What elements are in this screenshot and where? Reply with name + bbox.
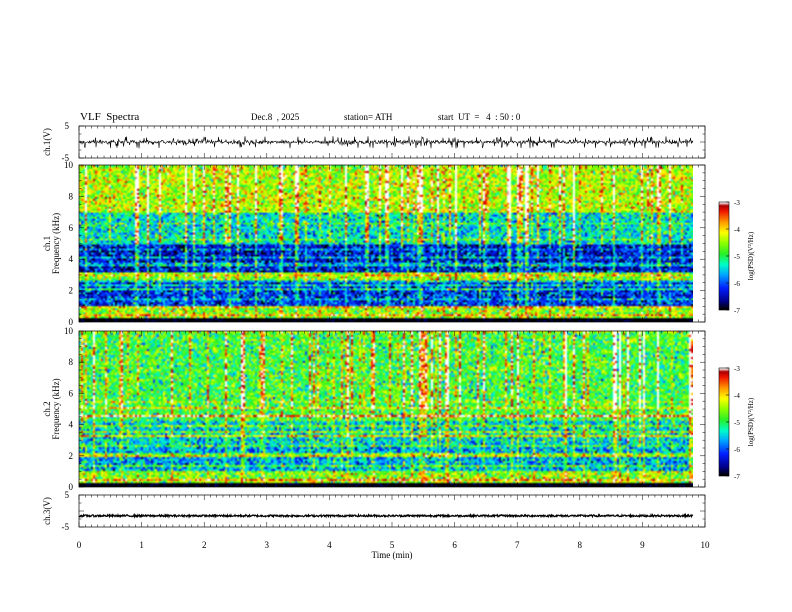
x-tick-label: 8: [578, 540, 583, 550]
panel-ch1-spectrogram-ylabel: Frequency (kHz): [51, 213, 61, 274]
x-tick-label: 2: [202, 540, 207, 550]
x-tick-label: 1: [139, 540, 144, 550]
panel-ch1-waveform-ytick-label: 5: [65, 121, 70, 131]
panel-ch3-waveform-ylabel: ch.3(V): [42, 497, 52, 525]
date-label: Dec.8 , 2025: [251, 112, 300, 122]
x-tick-label: 6: [452, 540, 457, 550]
station-label: station= ATH: [344, 112, 393, 122]
panel-ch2-spectrogram-ytick-label: 8: [69, 357, 74, 367]
panel-ch2-spectrogram-ytick-label: 10: [64, 326, 74, 336]
spectrogram-ch2: [79, 331, 693, 487]
ch3-waveform-line: [78, 512, 694, 519]
colorbar-tick-label-ch2: -4: [734, 392, 740, 400]
panel-ch1-spectrogram-ytick-label: 2: [69, 286, 74, 296]
panel-ch1-spectrogram-ytick-label: 4: [69, 254, 74, 264]
colorbar-tick-label-ch1: -6: [734, 280, 740, 288]
panel-ch2-spectrogram-ytick-label: 4: [69, 420, 74, 430]
colorbar-label-ch1: log(PSD)(V²/Hz): [747, 231, 755, 280]
panel-ch1-spectrogram-ytick-label: 6: [69, 223, 74, 233]
x-tick-label: 3: [265, 540, 270, 550]
colorbar-label-ch2: log(PSD)(V²/Hz): [747, 397, 755, 446]
colorbar-tick-label-ch2: -3: [734, 365, 740, 373]
panel-ch2-spectrogram-ylabel-channel: ch.2: [42, 401, 52, 416]
colorbar-tick-label-ch1: -7: [734, 307, 740, 315]
panel-ch2-spectrogram-ytick-label: 2: [69, 451, 74, 461]
panel-ch1-spectrogram-ylabel-channel: ch.1: [42, 236, 52, 251]
panel-ch2-spectrogram-ytick-label: 0: [69, 482, 74, 492]
spectrogram-ch1: [79, 165, 693, 322]
x-tick-label: 7: [515, 540, 520, 550]
panel-ch3-waveform-ytick-label: -5: [62, 522, 70, 532]
ch1-waveform-line: [78, 135, 694, 149]
figure-title: VLF Spectra: [80, 111, 140, 123]
panel-ch1-spectrogram-ytick-label: 10: [64, 160, 74, 170]
x-tick-label: 0: [77, 540, 82, 550]
colorbar-tick-label-ch2: -6: [734, 446, 740, 454]
panel-ch2-spectrogram-ylabel: Frequency (kHz): [51, 378, 61, 439]
panel-ch2-spectrogram-ytick-label: 6: [69, 388, 74, 398]
colorbar-ch1: [719, 202, 729, 310]
x-tick-label: 5: [390, 540, 395, 550]
colorbar-tick-label-ch1: -5: [734, 253, 740, 261]
x-tick-label: 4: [327, 540, 332, 550]
colorbar-tick-label-ch2: -7: [734, 473, 740, 481]
start-ut-label: start UT = 4 : 50 : 0: [438, 112, 521, 122]
colorbar-tick-label-ch1: -4: [734, 226, 740, 234]
panel-ch1-spectrogram-ytick-label: 0: [69, 317, 74, 327]
x-axis-label: Time (min): [372, 550, 413, 560]
colorbar-tick-label-ch1: -3: [734, 199, 740, 207]
x-tick-label: 9: [640, 540, 645, 550]
panel-ch3-waveform-ytick-label: 5: [65, 490, 70, 500]
colorbar-tick-label-ch2: -5: [734, 419, 740, 427]
panel-ch1-spectrogram-ytick-label: 8: [69, 191, 74, 201]
panel-ch1-waveform-ylabel: ch.1(V): [42, 128, 52, 156]
x-tick-label: 10: [701, 540, 711, 550]
colorbar-ch2: [719, 368, 729, 476]
panel-ch1-waveform-ytick-label: -5: [62, 153, 70, 163]
